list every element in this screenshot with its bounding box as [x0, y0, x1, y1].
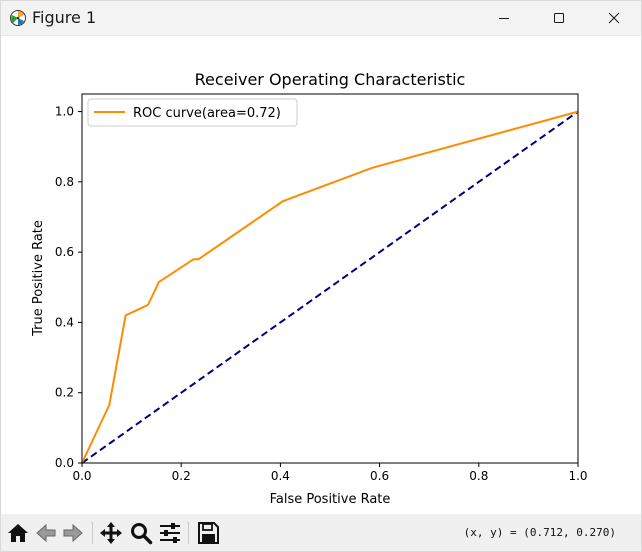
maximize-icon — [554, 13, 564, 23]
title-bar[interactable]: Figure 1 — [1, 1, 641, 36]
roc-curve-line — [81, 110, 579, 464]
y-tick-label: 1.0 — [55, 105, 74, 119]
configure-subplots-button[interactable] — [158, 521, 182, 545]
x-axis-label: False Positive Rate — [270, 492, 391, 507]
save-button[interactable] — [196, 521, 220, 545]
back-arrow-icon — [36, 523, 56, 543]
roc-chart: Receiver Operating Characteristic 0.0 0.2… — [31, 70, 588, 507]
y-tick-label: 0.0 — [55, 456, 74, 470]
x-tick-label: 0.0 — [72, 469, 91, 483]
x-tick-label: 0.8 — [469, 469, 488, 483]
x-tick-label: 1.0 — [568, 469, 587, 483]
series-layer — [81, 110, 579, 464]
minimize-button[interactable] — [481, 1, 527, 35]
close-button[interactable] — [591, 1, 637, 35]
y-tick-label: 0.8 — [55, 175, 74, 189]
pan-icon — [100, 522, 122, 544]
window-title: Figure 1 — [32, 8, 97, 27]
y-axis: 0.0 0.2 0.4 0.6 0.8 1.0 — [55, 105, 82, 470]
legend-frame — [87, 98, 298, 127]
matplotlib-figure-icon — [10, 10, 26, 26]
zoom-icon — [131, 523, 153, 545]
chance-diagonal-line — [81, 110, 579, 464]
legend: ROC curve(area=0.72) — [87, 98, 298, 127]
y-tick-label: 0.4 — [55, 315, 74, 329]
y-tick-label: 0.6 — [55, 245, 74, 259]
configure-subplots-icon — [160, 523, 180, 543]
cursor-coordinates: (x, y) = (0.712, 0.270) — [463, 526, 616, 539]
save-icon — [198, 522, 219, 544]
y-tick-label: 0.2 — [55, 386, 74, 400]
zoom-button[interactable] — [129, 521, 153, 545]
plot-frame — [81, 93, 579, 464]
chart-title: Receiver Operating Characteristic — [195, 70, 466, 89]
toolbar-separator — [92, 522, 93, 544]
y-axis-label: True Positive Rate — [31, 220, 46, 337]
navigation-toolbar: (x, y) = (0.712, 0.270) — [1, 514, 641, 551]
x-tick-label: 0.2 — [172, 469, 191, 483]
home-icon — [8, 524, 28, 542]
maximize-button[interactable] — [536, 1, 582, 35]
x-tick-label: 0.6 — [370, 469, 389, 483]
home-button[interactable] — [6, 521, 30, 545]
figure-canvas[interactable]: Receiver Operating Characteristic 0.0 0.2… — [1, 36, 641, 514]
x-tick-label: 0.4 — [271, 469, 290, 483]
pan-button[interactable] — [99, 521, 123, 545]
forward-button[interactable] — [61, 521, 85, 545]
minimize-icon — [499, 18, 509, 19]
toolbar-separator — [188, 522, 189, 544]
close-icon — [608, 12, 620, 24]
forward-arrow-icon — [63, 523, 83, 543]
legend-label: ROC curve(area=0.72) — [133, 106, 281, 121]
back-button[interactable] — [34, 521, 58, 545]
x-axis: 0.0 0.2 0.4 0.6 0.8 1.0 — [72, 463, 588, 483]
